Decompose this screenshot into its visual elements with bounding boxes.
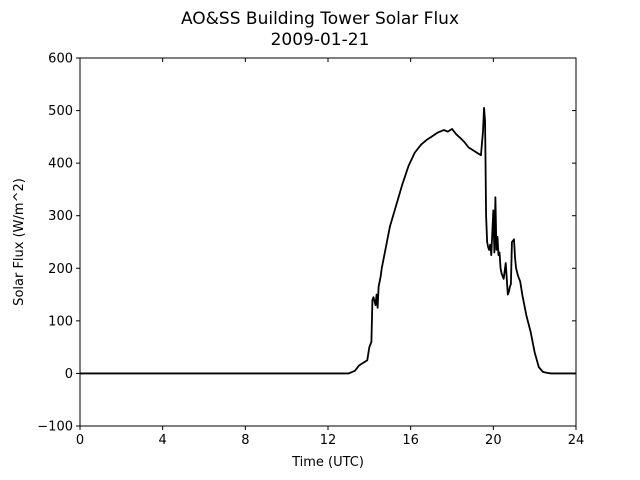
x-tick-label: 8 — [241, 433, 249, 448]
y-tick-label: 500 — [48, 104, 73, 119]
series-line-0 — [80, 107, 576, 375]
y-axis-label: Solar Flux (W/m^2) — [12, 178, 27, 306]
x-tick-label: 12 — [320, 433, 337, 448]
y-tick-label: −100 — [37, 420, 73, 435]
x-tick-label: 20 — [485, 433, 502, 448]
chart-title: AO&SS Building Tower Solar Flux — [181, 9, 459, 29]
x-tick-label: 4 — [159, 433, 167, 448]
y-tick-label: 100 — [48, 314, 73, 329]
y-axis: −100 0 100 200 300 400 500 600 — [37, 52, 576, 435]
x-tick-label: 24 — [568, 433, 585, 448]
x-tick-label: 0 — [76, 433, 84, 448]
x-axis-label: Time (UTC) — [291, 455, 364, 470]
x-axis: 0 4 8 12 16 20 24 — [76, 58, 584, 448]
plot-frame — [79, 57, 577, 427]
chart-subtitle: 2009-01-21 — [271, 30, 370, 50]
plot-area — [80, 107, 576, 375]
y-tick-label: 300 — [48, 209, 73, 224]
y-tick-label: 400 — [48, 157, 73, 172]
y-tick-label: 600 — [48, 52, 73, 67]
x-tick-label: 16 — [402, 433, 419, 448]
y-tick-label: 0 — [65, 367, 73, 382]
y-tick-label: 200 — [48, 262, 73, 277]
